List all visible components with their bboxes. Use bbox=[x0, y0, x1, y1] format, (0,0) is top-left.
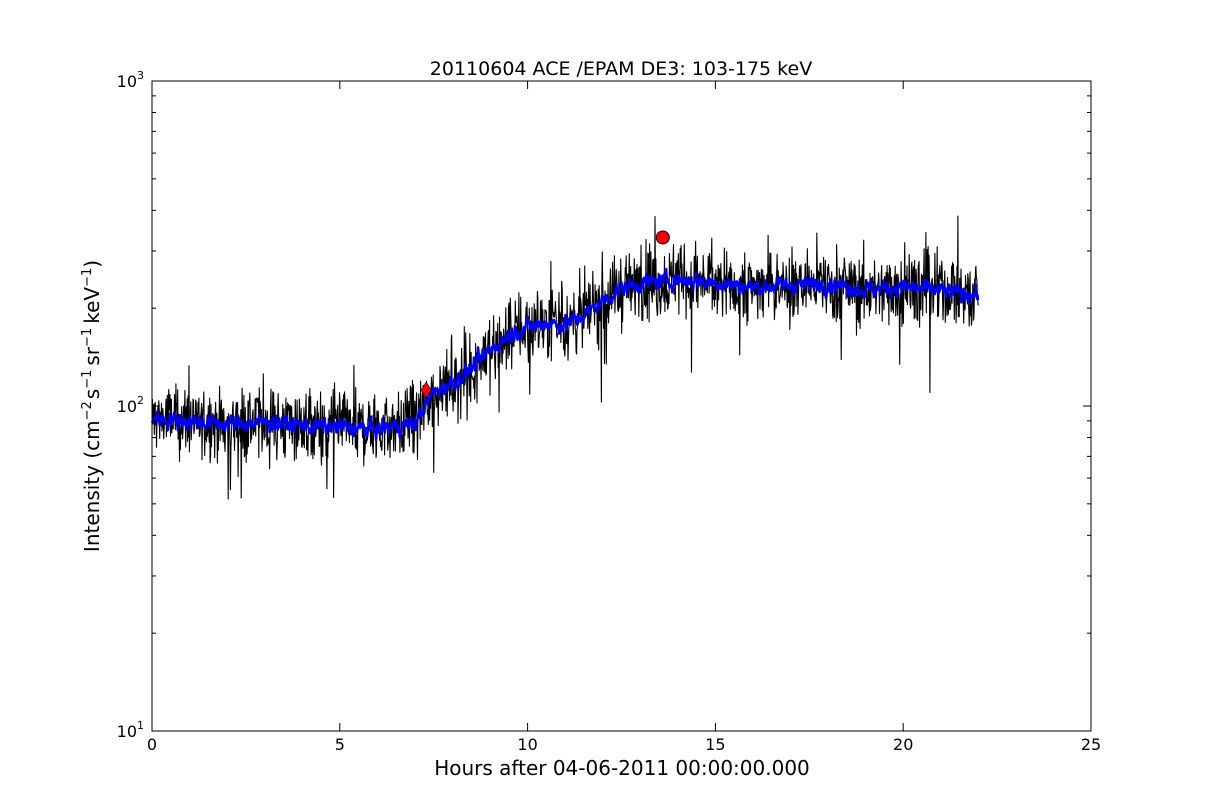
x-axis-label: Hours after 04-06-2011 00:00:00.000 bbox=[434, 756, 810, 780]
y-label-suffix: ) bbox=[80, 260, 104, 268]
y-label-s: s bbox=[80, 389, 104, 399]
y-label-exp-1: −2 bbox=[80, 401, 95, 420]
y-label-kev: keV bbox=[80, 287, 104, 324]
raw-intensity-line bbox=[151, 215, 979, 500]
x-tick-label: 15 bbox=[705, 735, 725, 754]
tick-layer: 0 5 10 15 20 25 101 102 103 bbox=[117, 69, 1102, 754]
peak-marker-circle bbox=[655, 230, 670, 245]
x-tick-label: 20 bbox=[893, 735, 913, 754]
y-label-prefix: Intensity (cm bbox=[80, 420, 104, 552]
smoothed-intensity-line bbox=[150, 267, 980, 442]
chart-title: 20110604 ACE /EPAM DE3: 103-175 keV bbox=[430, 58, 812, 80]
y-label-sr: sr bbox=[80, 346, 104, 365]
y-tick-label: 102 bbox=[117, 394, 144, 416]
y-axis-label: Intensity (cm−2s−1sr−1keV−1) bbox=[80, 260, 104, 552]
x-tick-label: 5 bbox=[335, 735, 345, 754]
y-tick-label: 101 bbox=[117, 719, 144, 741]
x-tick-label: 10 bbox=[517, 735, 537, 754]
y-tick-label: 103 bbox=[117, 69, 144, 91]
x-tick-label: 25 bbox=[1081, 735, 1101, 754]
marker-layer bbox=[420, 230, 670, 399]
plot-area bbox=[151, 80, 1092, 732]
y-label-exp-3: −1 bbox=[80, 328, 95, 347]
y-label-exp-4: −1 bbox=[80, 268, 95, 287]
onset-marker-diamond bbox=[420, 381, 432, 399]
series-layer bbox=[150, 215, 980, 500]
y-label-exp-2: −1 bbox=[80, 370, 95, 389]
y-axis-label-group: Intensity (cm−2s−1sr−1keV−1) bbox=[80, 260, 104, 552]
x-tick-label: 0 bbox=[147, 735, 157, 754]
